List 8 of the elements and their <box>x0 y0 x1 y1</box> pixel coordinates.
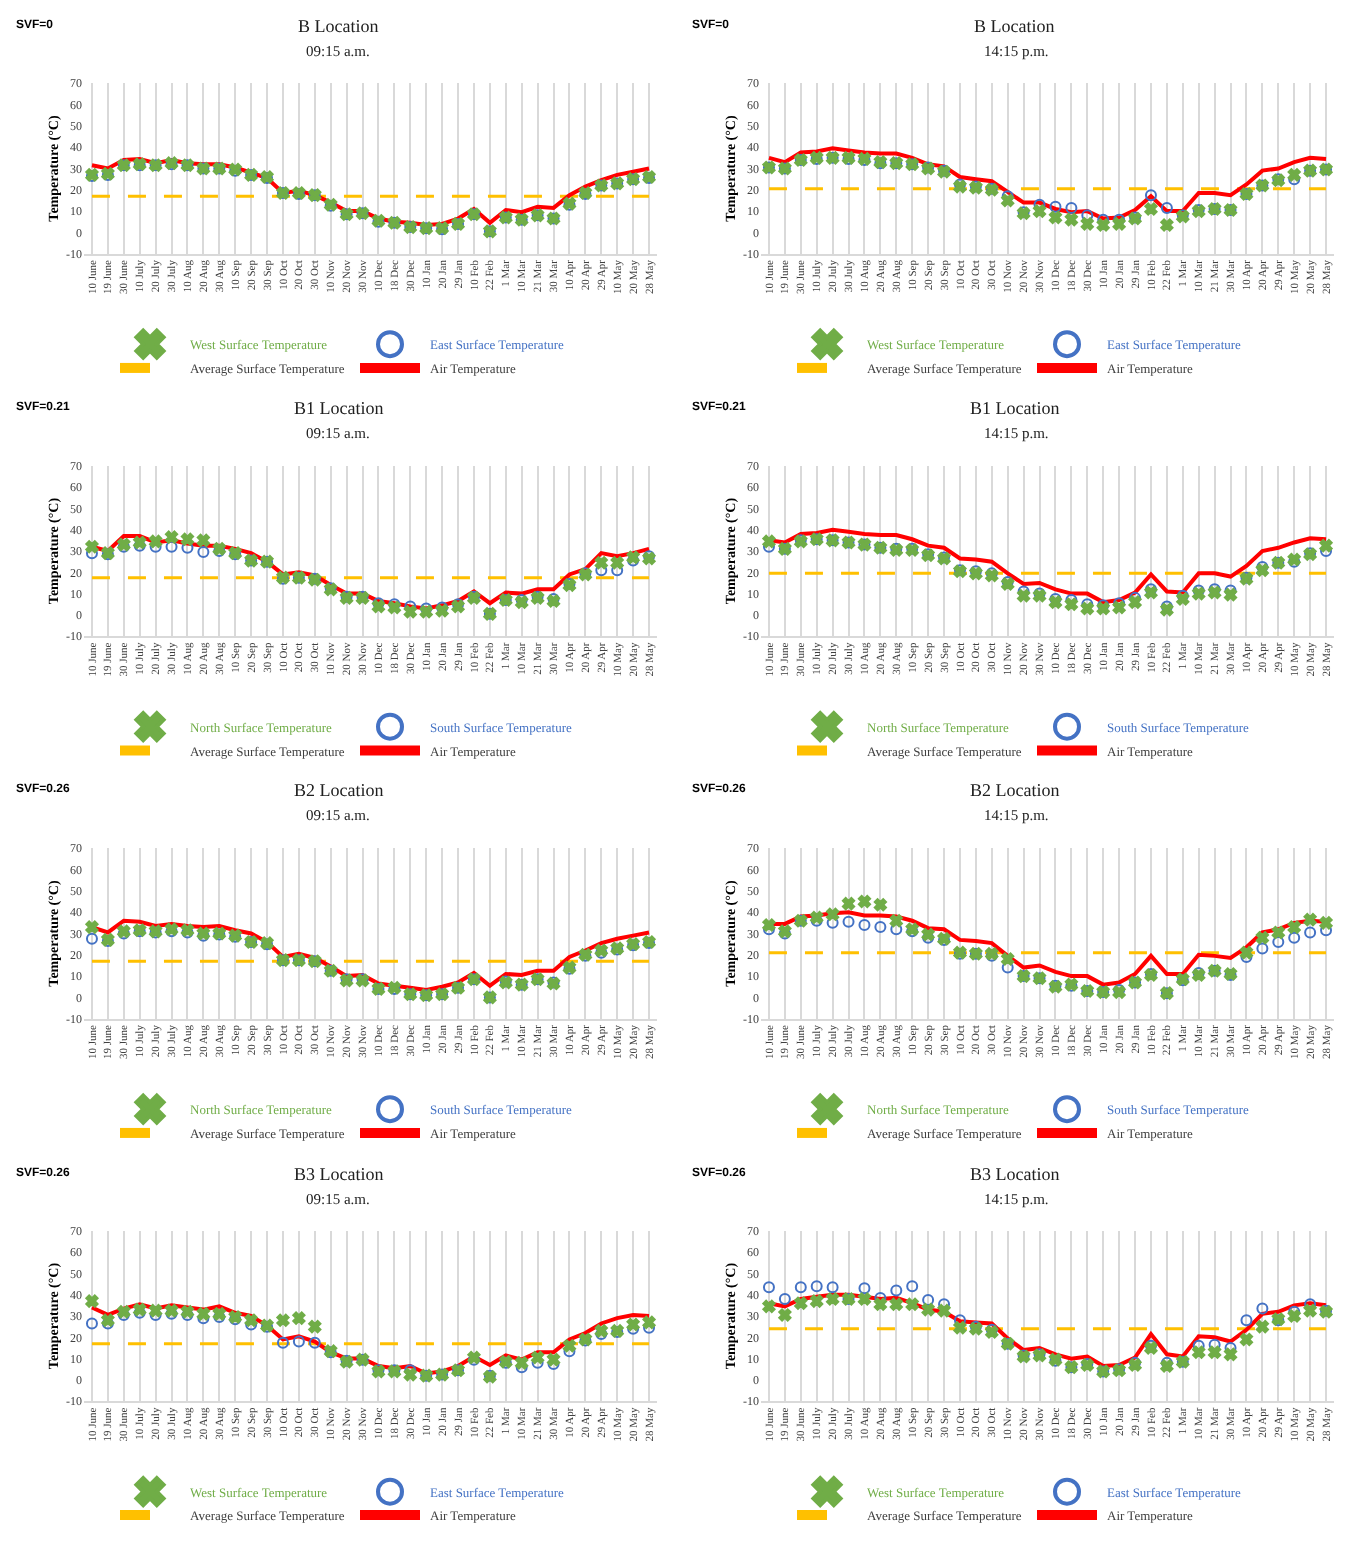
chart-title: B2 Location <box>294 780 385 800</box>
chart-title: B1 Location <box>970 398 1061 418</box>
chart-title: B3 Location <box>294 1164 385 1184</box>
chart-title: B Location <box>974 16 1056 36</box>
chart-title: B1 Location <box>294 398 385 418</box>
chart-title: B2 Location <box>970 780 1061 800</box>
chart-title: B3 Location <box>970 1164 1061 1184</box>
chart-title: B Location <box>298 16 380 36</box>
